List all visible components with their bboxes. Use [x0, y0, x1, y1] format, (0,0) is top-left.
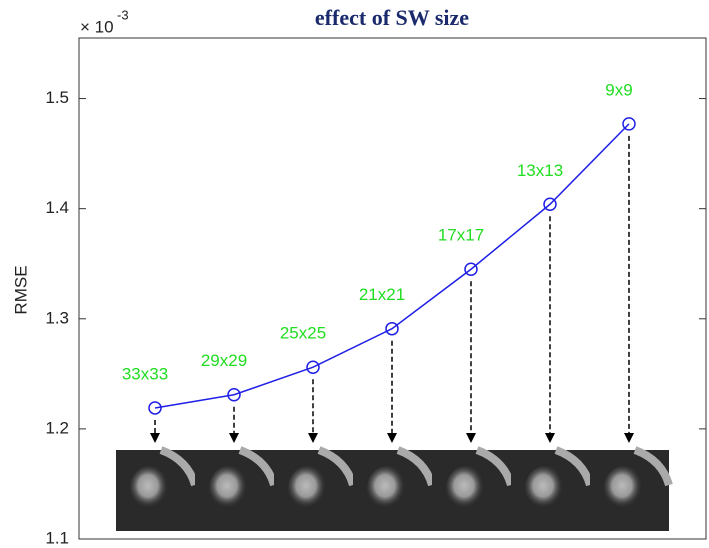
point-label: 33x33: [122, 364, 168, 383]
marker: [306, 360, 320, 374]
point-label: 21x21: [359, 285, 405, 304]
y-tick-label: 1.1: [45, 528, 69, 547]
thumbnail-edge: [317, 446, 357, 487]
thumbnail-blob: [288, 466, 328, 510]
thumbnail-blob: [367, 466, 407, 510]
arrow-head: [229, 433, 239, 443]
thumbnail-edge: [633, 446, 673, 487]
arrow-head: [150, 433, 160, 443]
marker: [385, 321, 399, 336]
point-label: 13x13: [517, 161, 563, 180]
y-exponent: -3: [117, 7, 129, 22]
arrow-head: [624, 433, 634, 443]
y-tick-label: 1.4: [45, 198, 69, 217]
thumbnail-blob: [130, 466, 170, 510]
point-label: 9x9: [605, 80, 632, 99]
thumbnail-edge: [159, 446, 199, 487]
y-tick-label: 1.3: [45, 308, 69, 327]
marker: [148, 401, 162, 415]
marker: [543, 197, 557, 212]
y-tick-label: 1.2: [45, 418, 69, 437]
thumbnail-blob: [604, 466, 644, 510]
point-label: 25x25: [280, 324, 326, 343]
arrow-head: [387, 433, 397, 443]
y-exponent-base: × 10: [80, 17, 114, 36]
thumbnail-edge: [475, 446, 515, 487]
arrow-head: [466, 433, 476, 443]
marker: [622, 117, 636, 131]
thumbnail-edge: [396, 446, 436, 487]
thumbnail-blob: [446, 466, 486, 510]
line: [154, 123, 630, 409]
point-label: 17x17: [438, 226, 484, 245]
arrow-head: [545, 433, 555, 443]
thumbnail-edge: [238, 446, 278, 487]
plot-frame: [78, 37, 707, 540]
y-axis-label: RMSE: [11, 265, 30, 314]
marker: [227, 388, 241, 402]
point-label: 29x29: [201, 351, 247, 370]
thumbnail-edge: [554, 446, 594, 487]
thumbnail-blob: [525, 466, 565, 510]
marker: [464, 262, 478, 276]
chart-title: effect of SW size: [315, 5, 469, 30]
y-tick-label: 1.5: [45, 88, 69, 107]
arrow-head: [308, 433, 318, 443]
thumbnail-blob: [209, 466, 249, 510]
